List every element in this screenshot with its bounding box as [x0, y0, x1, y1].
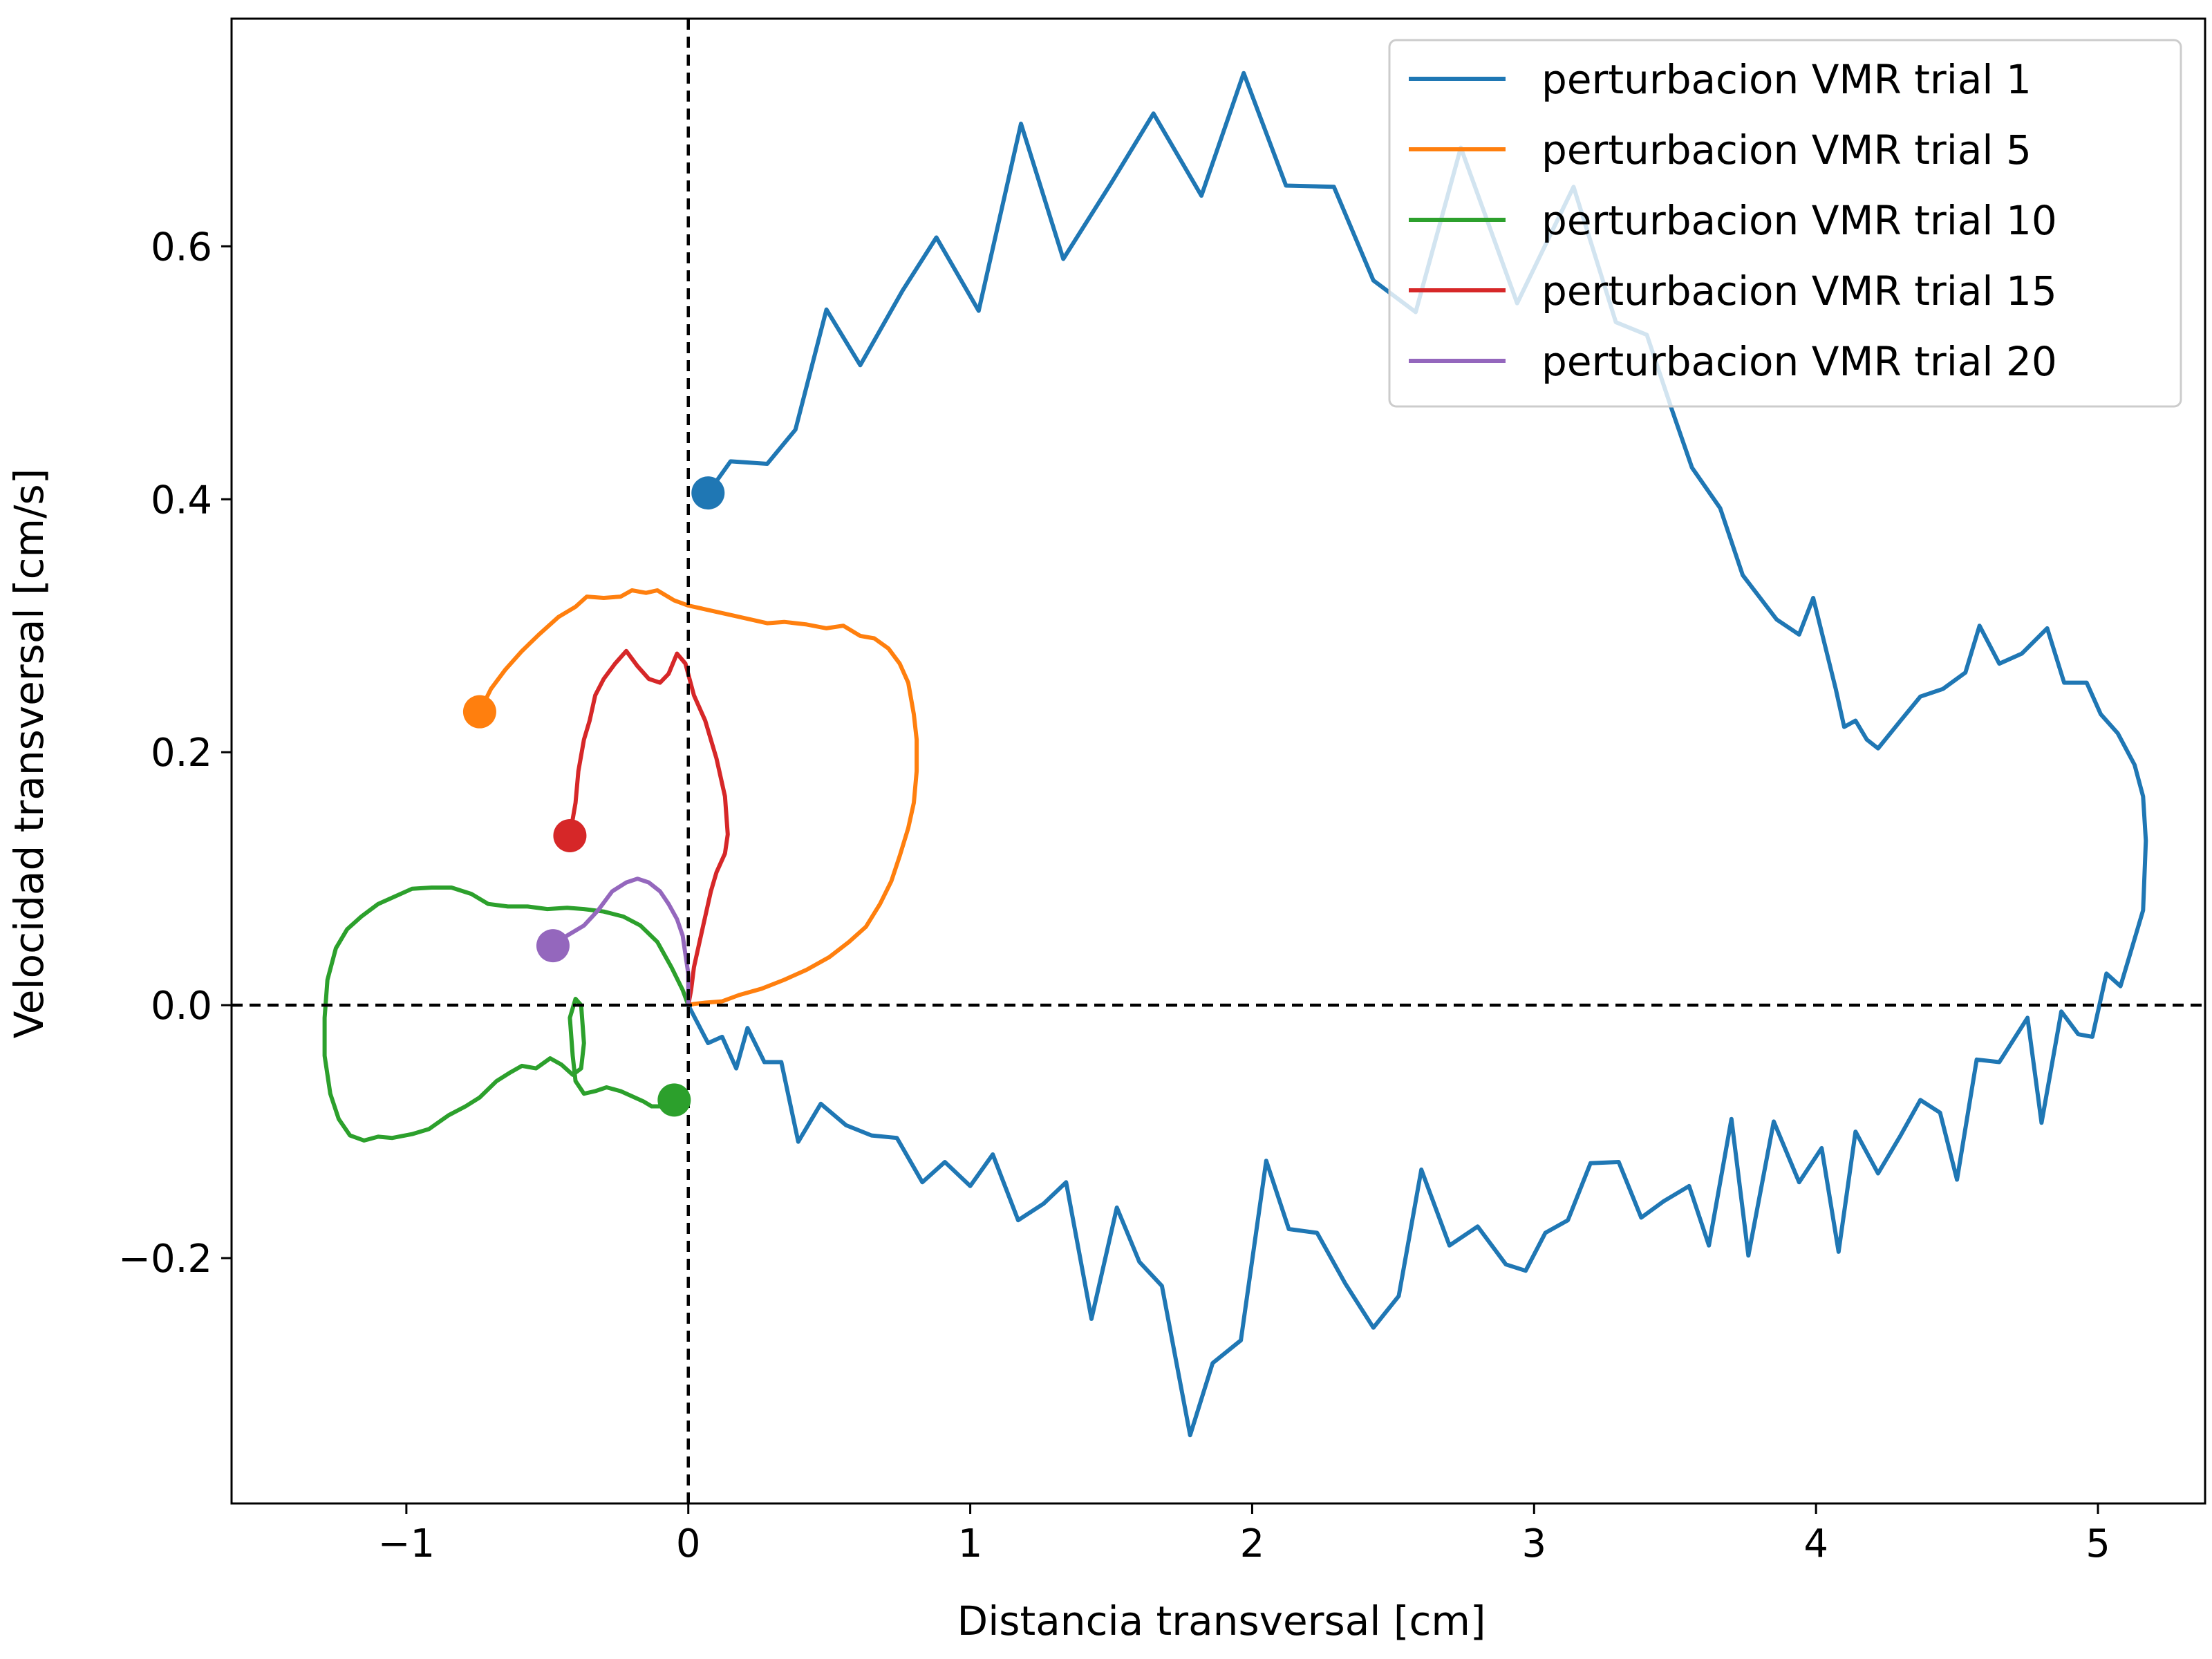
- start-markers: [462, 476, 725, 1117]
- x-axis-ticks: −1 0 1 2 3 4 5: [378, 1503, 2110, 1566]
- legend-label-3: perturbacion VMR trial 10: [1541, 197, 2057, 244]
- start-marker-3: [657, 1083, 691, 1117]
- y-axis-ticks: −0.2 0.0 0.2 0.4 0.6: [118, 225, 232, 1282]
- y-axis-label: Velocidad transversal [cm/s]: [6, 469, 53, 1039]
- y-tick-label: 0.6: [151, 225, 212, 270]
- legend-box: [1388, 39, 2182, 408]
- start-marker-5: [536, 929, 570, 963]
- start-marker-1: [691, 476, 725, 510]
- x-tick-label: 0: [676, 1521, 701, 1566]
- series-line-3: [322, 885, 691, 1143]
- y-tick-label: 0.2: [151, 731, 212, 776]
- x-tick-label: 3: [1521, 1521, 1546, 1566]
- plot-frame: [230, 17, 2206, 1505]
- x-tick-label: 2: [1240, 1521, 1265, 1566]
- legend-label-4: perturbacion VMR trial 15: [1541, 268, 2057, 315]
- series-line-4: [568, 648, 730, 1006]
- y-tick-label: −0.2: [118, 1237, 212, 1282]
- y-tick-label: 0.0: [151, 984, 212, 1029]
- x-tick-label: 1: [958, 1521, 983, 1566]
- legend-label-5: perturbacion VMR trial 20: [1541, 338, 2057, 385]
- start-marker-2: [462, 695, 496, 729]
- reference-lines: [232, 19, 2205, 1503]
- x-axis-label: Distancia transversal [cm]: [957, 1597, 1486, 1644]
- series-line-2: [478, 588, 919, 1008]
- start-marker-4: [553, 818, 587, 852]
- legend-label-2: perturbacion VMR trial 5: [1541, 126, 2032, 174]
- x-tick-label: 5: [2086, 1521, 2110, 1566]
- legend: perturbacion VMR trial 1 perturbacion VMR…: [1388, 39, 2182, 408]
- x-tick-label: −1: [378, 1521, 435, 1566]
- x-tick-label: 4: [1803, 1521, 1828, 1566]
- y-tick-label: 0.4: [151, 478, 212, 523]
- legend-label-1: perturbacion VMR trial 1: [1541, 56, 2032, 103]
